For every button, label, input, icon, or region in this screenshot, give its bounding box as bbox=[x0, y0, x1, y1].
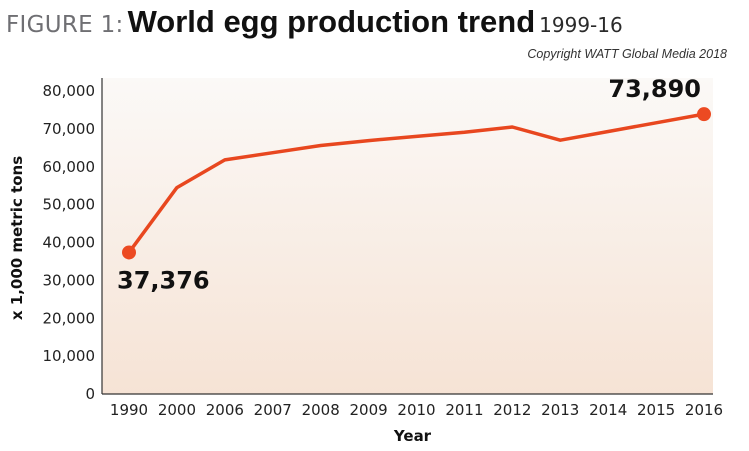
x-tick-label: 2014 bbox=[589, 401, 627, 419]
x-axis-ticks: 1990 2000 2006 2007 2008 2009 2010 2011 2012 2013… bbox=[110, 401, 723, 419]
data-point-marker bbox=[697, 107, 711, 122]
chart-title-row: FIGURE 1: World egg production trend 1999-… bbox=[6, 6, 623, 37]
x-tick-label: 2015 bbox=[637, 401, 675, 419]
data-labels: 37,376 73,890 bbox=[117, 75, 701, 294]
x-tick-label: 2010 bbox=[397, 401, 435, 419]
y-tick-label: 70,000 bbox=[43, 120, 96, 138]
plot-area bbox=[102, 78, 713, 394]
x-tick-label: 1990 bbox=[110, 401, 148, 419]
x-tick-label: 2011 bbox=[445, 401, 483, 419]
x-axis-title: Year bbox=[393, 427, 432, 445]
y-tick-label: 50,000 bbox=[43, 196, 96, 214]
x-tick-label: 2012 bbox=[493, 401, 531, 419]
y-axis-title: x 1,000 metric tons bbox=[8, 156, 26, 320]
data-points bbox=[122, 107, 711, 260]
chart-title: World egg production trend bbox=[127, 4, 536, 39]
data-point-marker bbox=[122, 245, 136, 260]
chart-subtitle: 1999-16 bbox=[539, 13, 623, 37]
data-label: 73,890 bbox=[608, 75, 701, 103]
x-tick-label: 2009 bbox=[349, 401, 387, 419]
y-tick-label: 10,000 bbox=[43, 347, 96, 365]
y-axis-ticks: 0 10,000 20,000 30,000 40,000 50,000 60,000 70,… bbox=[43, 82, 96, 403]
y-tick-label: 20,000 bbox=[43, 309, 96, 327]
y-tick-label: 30,000 bbox=[43, 271, 96, 289]
x-tick-label: 2013 bbox=[541, 401, 579, 419]
y-tick-label: 40,000 bbox=[43, 234, 96, 252]
x-tick-label: 2008 bbox=[302, 401, 340, 419]
series-line bbox=[127, 112, 706, 255]
x-tick-label: 2000 bbox=[158, 401, 196, 419]
y-tick-label: 60,000 bbox=[43, 158, 96, 176]
x-tick-label: 2006 bbox=[206, 401, 244, 419]
y-tick-label: 80,000 bbox=[43, 82, 96, 100]
copyright-note: Copyright WATT Global Media 2018 bbox=[527, 47, 727, 61]
x-tick-label: 2007 bbox=[254, 401, 292, 419]
y-tick-label: 0 bbox=[85, 385, 95, 403]
figure-label: FIGURE 1: bbox=[6, 12, 124, 38]
x-tick-label: 2016 bbox=[685, 401, 723, 419]
data-label: 37,376 bbox=[117, 266, 210, 294]
